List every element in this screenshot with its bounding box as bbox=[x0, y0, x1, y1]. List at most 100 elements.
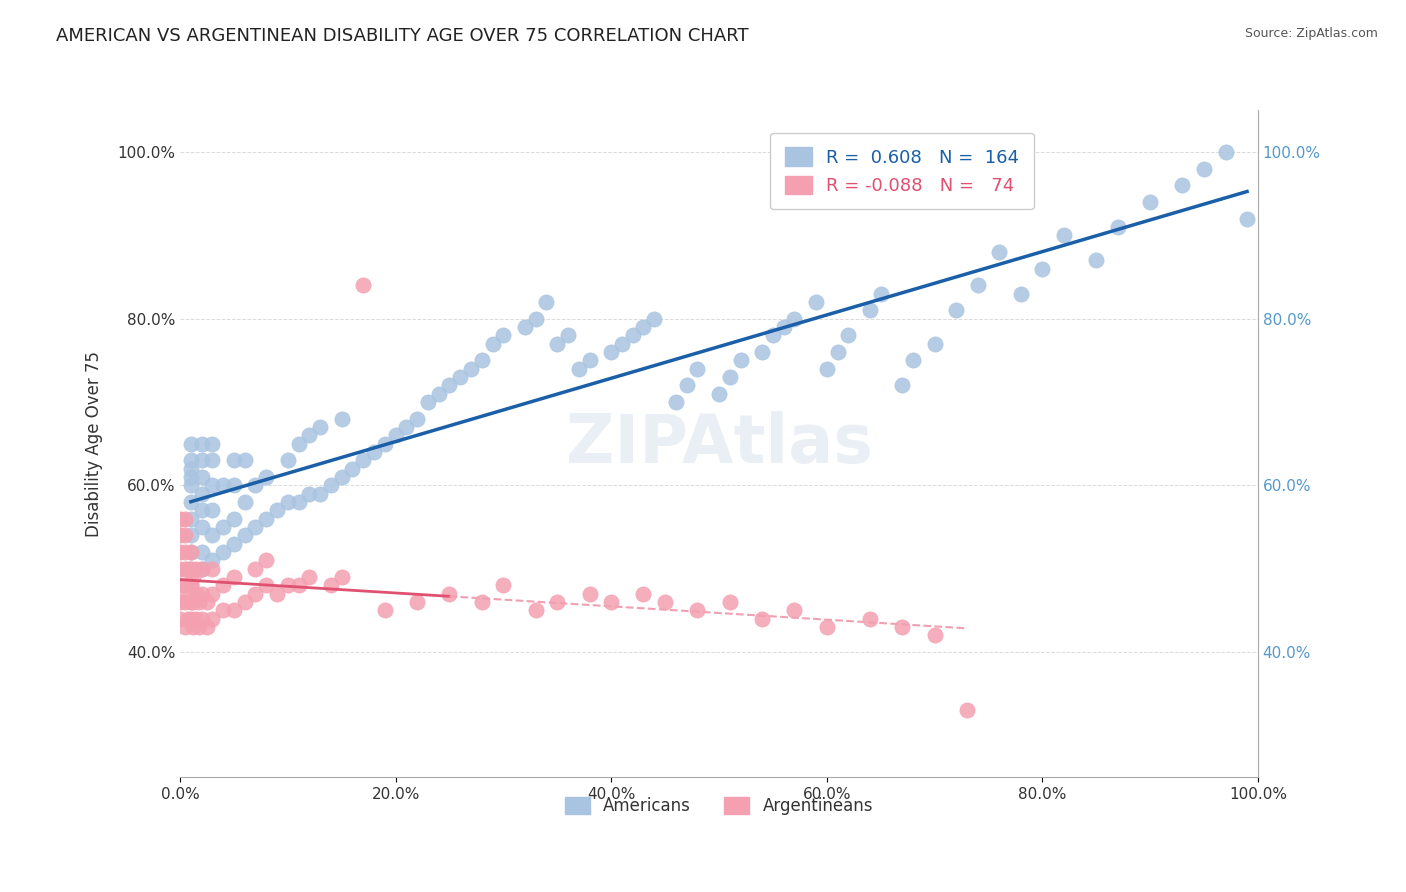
Point bbox=[600, 595, 623, 609]
Point bbox=[180, 561, 202, 575]
Point bbox=[783, 603, 806, 617]
Point bbox=[1215, 145, 1237, 160]
Point bbox=[176, 586, 198, 600]
Point bbox=[891, 378, 914, 392]
Point bbox=[827, 345, 849, 359]
Point bbox=[439, 586, 461, 600]
Point bbox=[233, 595, 256, 609]
Point bbox=[686, 361, 709, 376]
Point bbox=[195, 595, 218, 609]
Point bbox=[309, 486, 332, 500]
Point bbox=[180, 436, 202, 450]
Point bbox=[180, 478, 202, 492]
Point bbox=[1053, 228, 1076, 243]
Text: ZIPAtlas: ZIPAtlas bbox=[565, 410, 872, 476]
Point bbox=[600, 345, 623, 359]
Point bbox=[201, 478, 224, 492]
Point bbox=[546, 595, 568, 609]
Point bbox=[190, 561, 212, 575]
Point bbox=[966, 278, 988, 293]
Point bbox=[837, 328, 859, 343]
Point bbox=[195, 620, 218, 634]
Point bbox=[222, 570, 245, 584]
Point bbox=[330, 570, 353, 584]
Point bbox=[654, 595, 676, 609]
Point bbox=[222, 536, 245, 550]
Point bbox=[374, 603, 396, 617]
Point bbox=[180, 578, 202, 592]
Point bbox=[384, 428, 406, 442]
Point bbox=[427, 386, 450, 401]
Point bbox=[568, 361, 591, 376]
Point bbox=[233, 528, 256, 542]
Point bbox=[245, 478, 267, 492]
Point bbox=[222, 478, 245, 492]
Point bbox=[869, 286, 891, 301]
Point bbox=[180, 461, 202, 475]
Point bbox=[1107, 220, 1129, 235]
Point bbox=[254, 511, 277, 525]
Point bbox=[1171, 178, 1194, 193]
Point bbox=[718, 370, 741, 384]
Point bbox=[174, 595, 197, 609]
Point bbox=[201, 553, 224, 567]
Point bbox=[287, 578, 309, 592]
Point bbox=[891, 620, 914, 634]
Point bbox=[181, 570, 204, 584]
Point bbox=[460, 361, 482, 376]
Point bbox=[254, 578, 277, 592]
Point bbox=[180, 470, 202, 484]
Point bbox=[181, 595, 204, 609]
Point bbox=[186, 611, 208, 625]
Point bbox=[222, 603, 245, 617]
Legend: Americans, Argentineans: Americans, Argentineans bbox=[558, 790, 880, 822]
Point bbox=[186, 561, 208, 575]
Y-axis label: Disability Age Over 75: Disability Age Over 75 bbox=[86, 351, 103, 537]
Point bbox=[901, 353, 924, 368]
Point bbox=[1085, 253, 1108, 268]
Point bbox=[266, 503, 288, 517]
Point bbox=[245, 520, 267, 534]
Point bbox=[1010, 286, 1032, 301]
Point bbox=[212, 603, 235, 617]
Point bbox=[169, 511, 191, 525]
Point bbox=[665, 395, 688, 409]
Point bbox=[201, 453, 224, 467]
Point bbox=[686, 603, 709, 617]
Point bbox=[181, 620, 204, 634]
Point bbox=[298, 570, 321, 584]
Point bbox=[471, 353, 494, 368]
Point bbox=[180, 595, 202, 609]
Point bbox=[190, 561, 212, 575]
Point bbox=[169, 528, 191, 542]
Point bbox=[190, 611, 212, 625]
Point bbox=[277, 453, 299, 467]
Point bbox=[815, 361, 838, 376]
Point bbox=[513, 320, 536, 334]
Point bbox=[190, 470, 212, 484]
Point bbox=[180, 528, 202, 542]
Point bbox=[772, 320, 794, 334]
Point bbox=[363, 445, 385, 459]
Point bbox=[176, 561, 198, 575]
Text: AMERICAN VS ARGENTINEAN DISABILITY AGE OVER 75 CORRELATION CHART: AMERICAN VS ARGENTINEAN DISABILITY AGE O… bbox=[56, 27, 749, 45]
Point bbox=[190, 586, 212, 600]
Point bbox=[352, 278, 374, 293]
Point bbox=[439, 378, 461, 392]
Point bbox=[449, 370, 471, 384]
Point bbox=[751, 345, 773, 359]
Point bbox=[924, 628, 946, 642]
Point bbox=[859, 303, 882, 318]
Point bbox=[730, 353, 752, 368]
Point bbox=[233, 453, 256, 467]
Point bbox=[524, 603, 547, 617]
Point bbox=[481, 336, 503, 351]
Point bbox=[245, 561, 267, 575]
Point bbox=[180, 495, 202, 509]
Point bbox=[245, 586, 267, 600]
Point bbox=[277, 578, 299, 592]
Point bbox=[201, 503, 224, 517]
Point bbox=[707, 386, 730, 401]
Point bbox=[174, 511, 197, 525]
Point bbox=[277, 495, 299, 509]
